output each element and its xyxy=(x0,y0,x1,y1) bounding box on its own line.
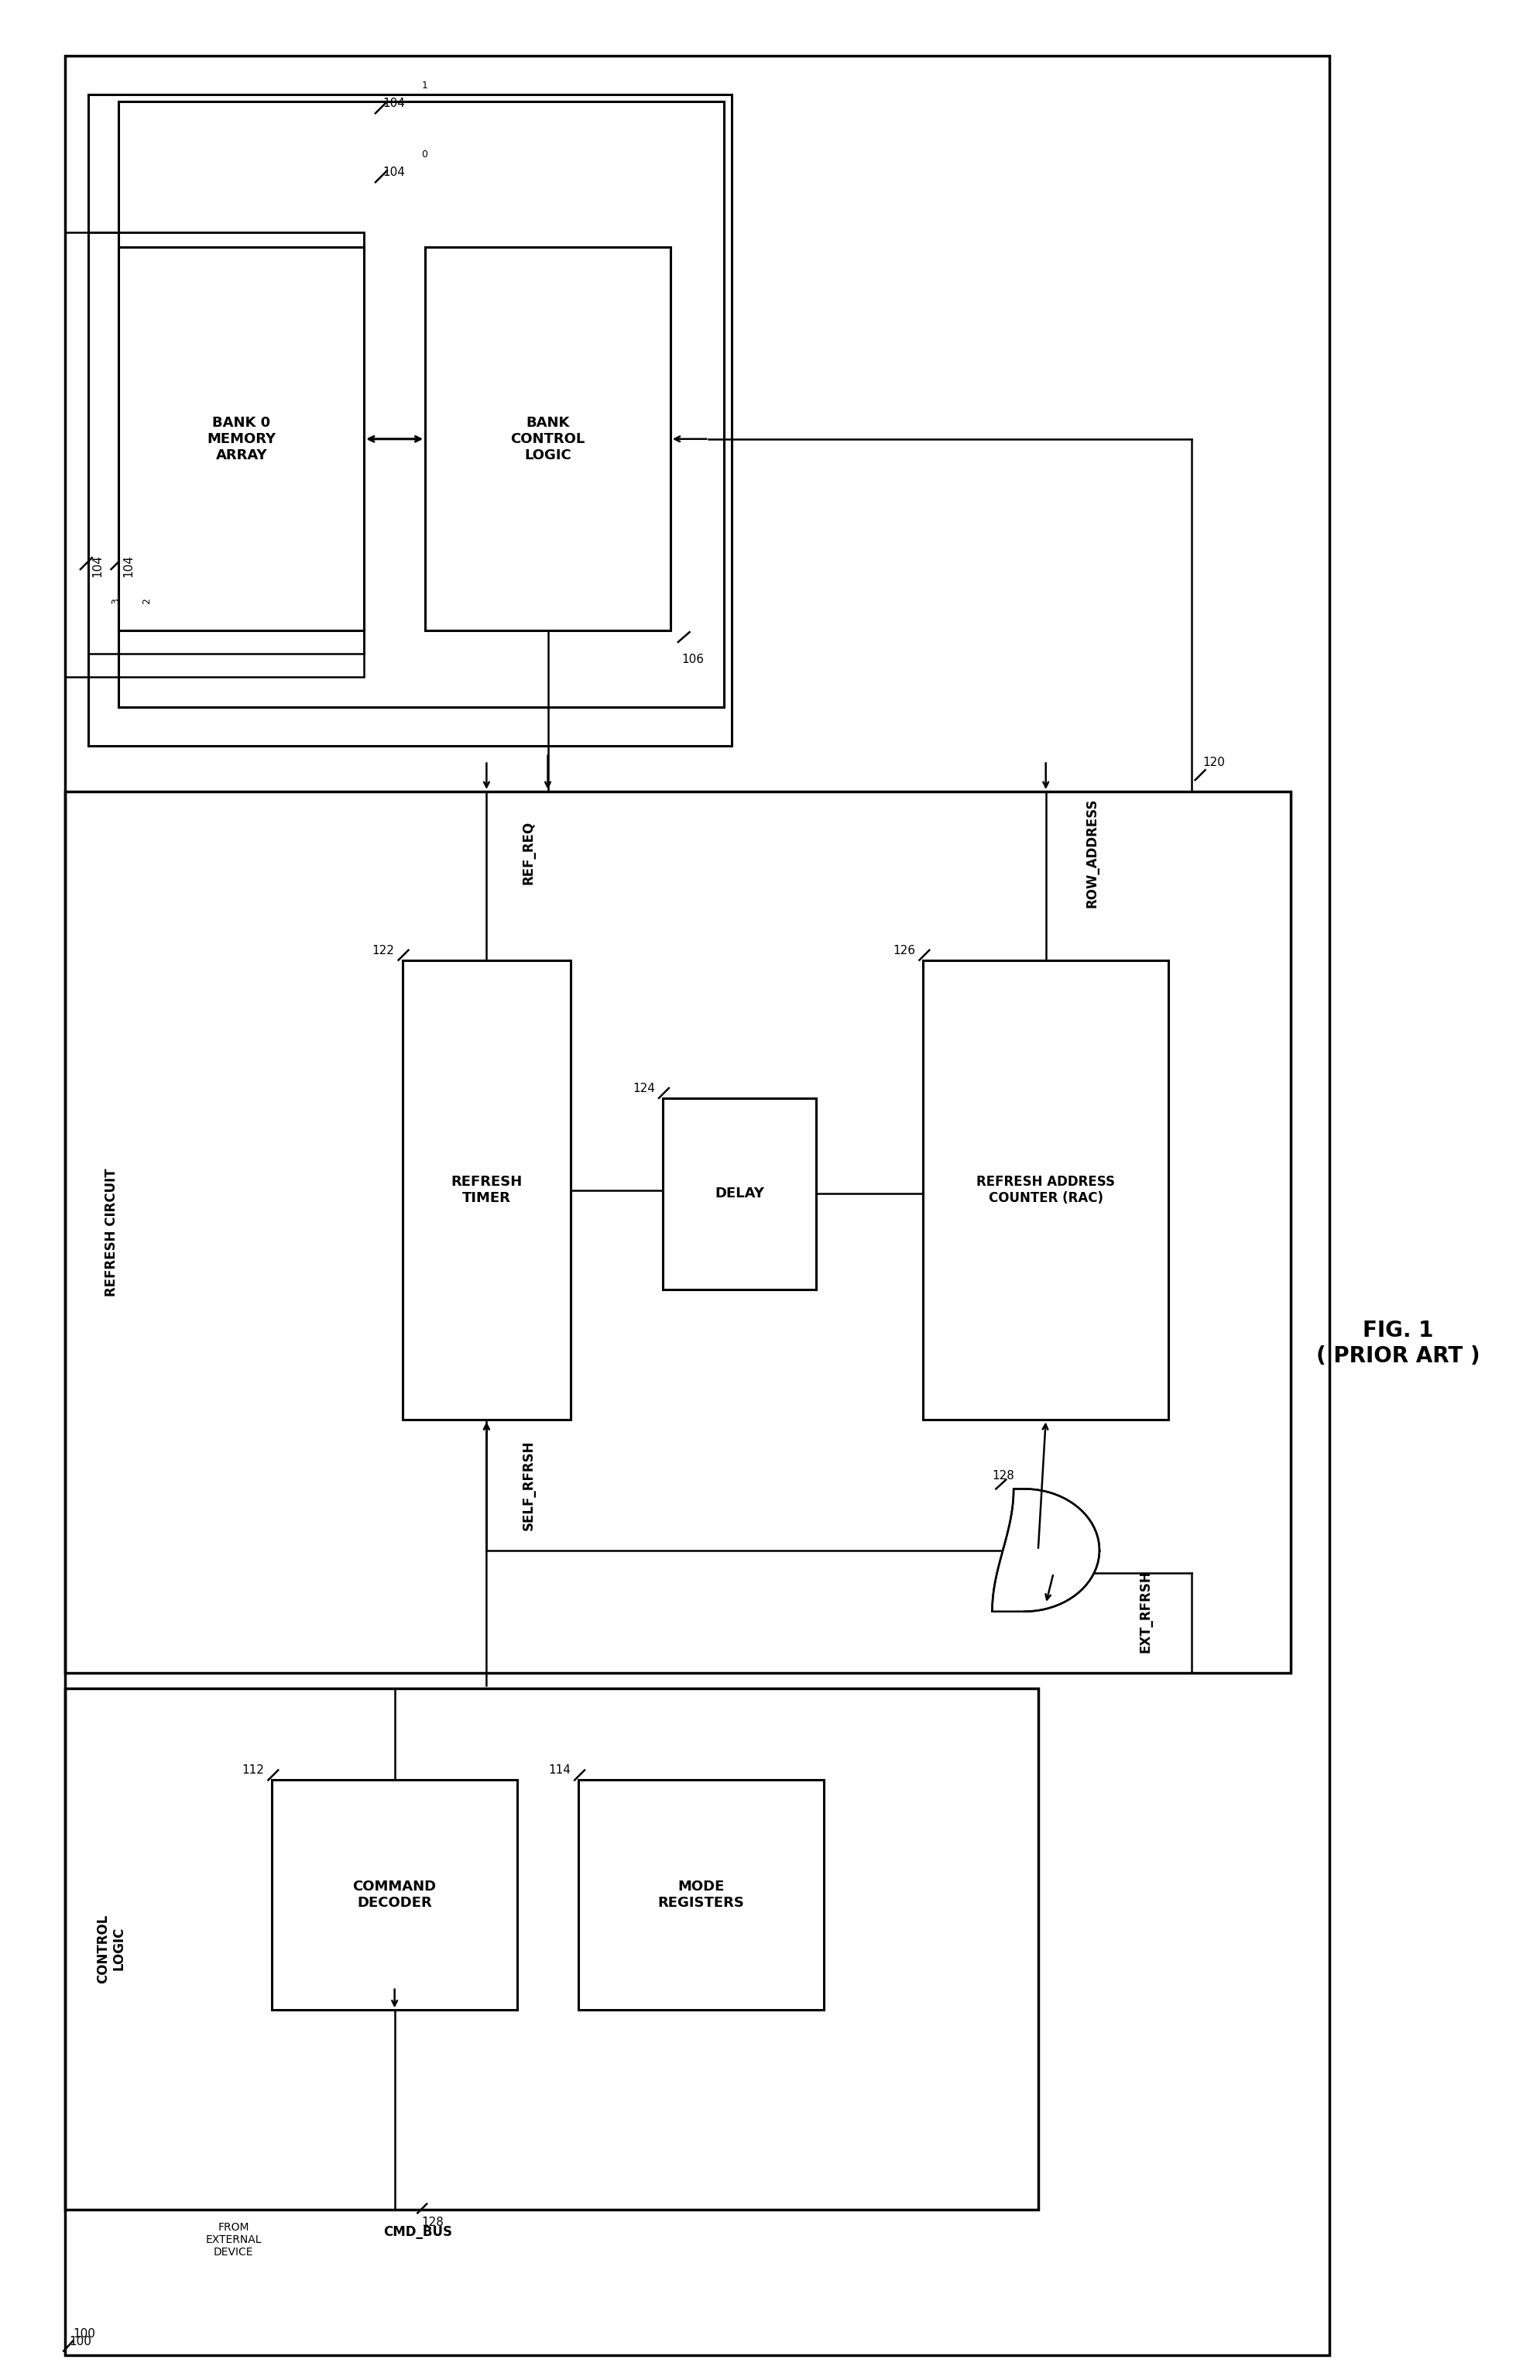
Text: 3: 3 xyxy=(111,597,122,605)
Bar xyxy=(662,1097,816,1290)
Text: CONTROL
LOGIC: CONTROL LOGIC xyxy=(95,1914,126,1983)
Text: 106: 106 xyxy=(682,654,704,664)
Text: REFRESH CIRCUIT: REFRESH CIRCUIT xyxy=(105,1169,119,1297)
Text: 126: 126 xyxy=(893,945,916,957)
Text: 104: 104 xyxy=(123,555,134,576)
Bar xyxy=(579,1780,824,2011)
Text: 124: 124 xyxy=(633,1083,654,1095)
Text: FIG. 1
( PRIOR ART ): FIG. 1 ( PRIOR ART ) xyxy=(1317,1321,1480,1366)
Text: 112: 112 xyxy=(242,1764,265,1775)
Bar xyxy=(402,959,571,1421)
Text: REFRESH
TIMER: REFRESH TIMER xyxy=(451,1176,522,1204)
Text: REFRESH ADDRESS
COUNTER (RAC): REFRESH ADDRESS COUNTER (RAC) xyxy=(976,1176,1115,1204)
Text: MODE
REGISTERS: MODE REGISTERS xyxy=(658,1880,744,1911)
Text: REF_REQ: REF_REQ xyxy=(522,821,536,885)
Text: 0: 0 xyxy=(422,150,428,159)
Bar xyxy=(273,1780,517,2011)
Text: COMMAND
DECODER: COMMAND DECODER xyxy=(353,1880,436,1911)
Text: 128: 128 xyxy=(422,2216,444,2228)
Text: 2: 2 xyxy=(142,597,152,605)
Text: 104: 104 xyxy=(383,98,405,109)
Text: ROW_ADDRESS: ROW_ADDRESS xyxy=(1084,797,1098,907)
Text: 128: 128 xyxy=(992,1468,1015,1480)
Text: 114: 114 xyxy=(548,1764,571,1775)
Text: 100: 100 xyxy=(69,2335,91,2347)
Bar xyxy=(65,1687,1038,2209)
Bar xyxy=(922,959,1169,1421)
Text: 120: 120 xyxy=(1203,757,1226,769)
Text: 122: 122 xyxy=(373,945,394,957)
Text: 100: 100 xyxy=(72,2328,95,2340)
Text: 104: 104 xyxy=(92,555,103,576)
Bar xyxy=(119,102,724,707)
Bar xyxy=(119,248,363,631)
Bar xyxy=(88,95,732,745)
Bar xyxy=(65,793,1291,1673)
Text: DELAY: DELAY xyxy=(715,1188,764,1202)
Text: EXT_RFRSH: EXT_RFRSH xyxy=(1138,1571,1152,1652)
Bar xyxy=(65,233,363,676)
Bar xyxy=(65,55,1329,2354)
Bar xyxy=(88,233,363,654)
Text: CMD_BUS: CMD_BUS xyxy=(383,2225,453,2240)
Polygon shape xyxy=(992,1490,1100,1611)
Bar xyxy=(425,248,670,631)
Text: FROM
EXTERNAL
DEVICE: FROM EXTERNAL DEVICE xyxy=(206,2223,262,2259)
Text: BANK
CONTROL
LOGIC: BANK CONTROL LOGIC xyxy=(511,416,585,462)
Text: BANK 0
MEMORY
ARRAY: BANK 0 MEMORY ARRAY xyxy=(206,416,276,462)
Text: SELF_RFRSH: SELF_RFRSH xyxy=(522,1440,536,1530)
Text: 104: 104 xyxy=(383,167,405,178)
Text: 1: 1 xyxy=(422,81,428,90)
